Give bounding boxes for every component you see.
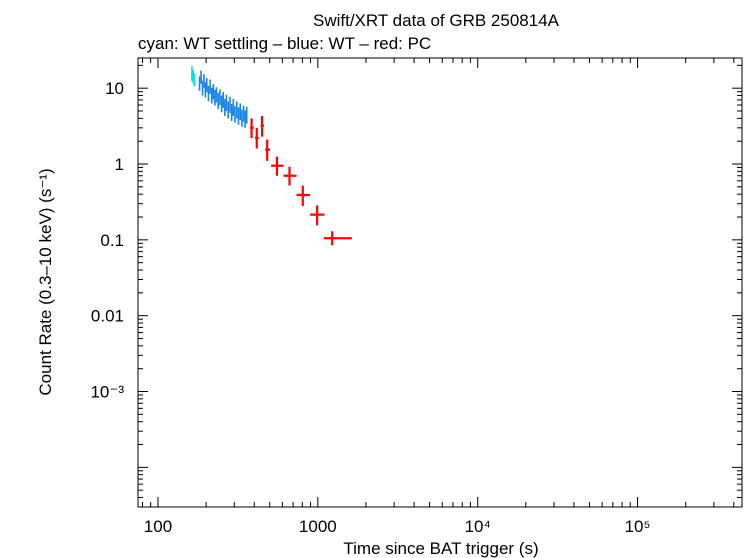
data-point [229,96,231,114]
data-point [232,98,235,116]
data-point [234,106,236,123]
data-point [205,78,208,93]
data-point [323,231,352,246]
data-point [227,101,230,119]
x-tick-label: 10⁴ [465,517,491,536]
data-point [265,139,270,161]
data-point [225,94,228,112]
data-point [222,92,225,108]
data-point [203,74,205,88]
data-point [260,115,264,137]
x-tick-label: 10⁵ [625,517,651,536]
data-point [310,205,325,226]
series-wt-settling [191,66,196,87]
data-point [214,89,216,106]
data-point [255,127,259,149]
data-point [271,156,284,176]
series-pc [250,115,352,246]
data-point [198,76,201,91]
data-point [224,98,226,116]
data-point [191,66,193,81]
chart-subtitle: cyan: WT settling – blue: WT – red: PC [138,34,431,53]
y-tick-label: 0.01 [91,307,124,326]
data-points [191,66,352,246]
data-point [215,87,218,103]
data-point [296,185,311,206]
data-point [207,85,210,102]
x-axis-ticks [141,58,735,507]
data-point [235,101,238,119]
data-point [193,73,196,87]
plot-frame [137,57,743,508]
data-point [230,103,233,121]
x-tick-label: 100 [144,517,172,536]
data-point [237,107,240,125]
data-point [283,166,297,186]
data-point [204,82,207,98]
data-point [219,89,221,106]
data-point [209,79,211,94]
y-axis-label: Count Rate (0.3–10 keV) (s⁻¹) [36,168,55,395]
data-point [212,84,215,100]
chart-title: Swift/XRT data of GRB 250814A [313,11,560,30]
data-point [245,106,248,124]
data-point [210,87,213,104]
data-point [217,92,219,110]
x-tick-label: 1000 [299,517,337,536]
data-point [241,109,243,127]
data-point [244,110,246,128]
y-tick-label: 10 [105,79,124,98]
series-wt [198,70,248,128]
data-point [201,80,204,96]
data-point [220,95,223,113]
x-axis-tick-labels: 100 1000 10⁴ 10⁵ [144,517,651,536]
data-point [242,105,245,122]
data-point [239,103,242,121]
y-axis-tick-labels: 10 1 0.1 0.01 10⁻³ [90,79,124,401]
y-tick-label: 0.1 [100,231,124,250]
data-point [200,70,202,84]
y-tick-label: 1 [115,155,124,174]
data-point [250,118,254,139]
x-axis-label: Time since BAT trigger (s) [343,539,538,558]
y-axis-ticks [138,64,742,508]
data-point [192,69,194,84]
y-tick-label: 10⁻³ [90,383,124,402]
